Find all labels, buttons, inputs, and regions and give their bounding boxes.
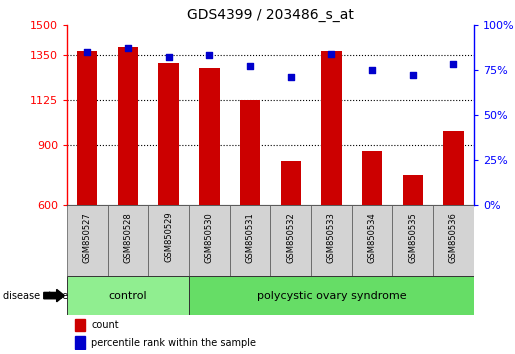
Text: GSM850528: GSM850528 (124, 212, 132, 263)
Bar (240, 100, 260, 205)
Text: GSM850531: GSM850531 (246, 212, 254, 263)
Bar (281, 161, 301, 205)
Point (165, 55, 173, 60)
FancyBboxPatch shape (352, 205, 392, 276)
Bar (77, 51, 97, 205)
Bar (189, 276, 474, 315)
Point (368, 67, 376, 73)
FancyBboxPatch shape (108, 205, 148, 276)
Text: GSM850527: GSM850527 (83, 212, 92, 263)
Bar (159, 63, 179, 205)
Bar (403, 175, 423, 205)
Text: disease state: disease state (3, 291, 67, 301)
Text: GSM850532: GSM850532 (286, 212, 295, 263)
Text: GSM850534: GSM850534 (368, 212, 376, 263)
Text: GSM850530: GSM850530 (205, 212, 214, 263)
Point (83, 49, 92, 55)
Point (409, 73, 417, 78)
FancyBboxPatch shape (67, 205, 108, 276)
Bar (443, 131, 464, 205)
FancyBboxPatch shape (189, 205, 230, 276)
FancyBboxPatch shape (392, 205, 433, 276)
FancyBboxPatch shape (311, 205, 352, 276)
Text: GSM850529: GSM850529 (164, 212, 173, 263)
Point (124, 45, 132, 51)
Title: GDS4399 / 203486_s_at: GDS4399 / 203486_s_at (187, 8, 354, 22)
Text: GSM850536: GSM850536 (449, 212, 458, 263)
FancyBboxPatch shape (148, 205, 189, 276)
Bar (199, 68, 219, 205)
FancyBboxPatch shape (230, 205, 270, 276)
Text: polycystic ovary syndrome: polycystic ovary syndrome (256, 291, 406, 301)
Bar (75, 319, 85, 331)
Text: count: count (91, 320, 119, 330)
Bar (362, 151, 382, 205)
FancyBboxPatch shape (270, 205, 311, 276)
Point (286, 74, 295, 80)
FancyBboxPatch shape (433, 205, 474, 276)
Point (328, 51, 336, 57)
Bar (67, 276, 189, 315)
Bar (75, 336, 85, 349)
Point (205, 53, 214, 58)
Bar (321, 51, 341, 205)
Text: GSM850535: GSM850535 (408, 212, 417, 263)
Text: percentile rank within the sample: percentile rank within the sample (91, 338, 256, 348)
Point (449, 62, 458, 67)
Bar (118, 47, 138, 205)
Point (246, 63, 254, 69)
Text: GSM850533: GSM850533 (327, 212, 336, 263)
Text: control: control (109, 291, 147, 301)
